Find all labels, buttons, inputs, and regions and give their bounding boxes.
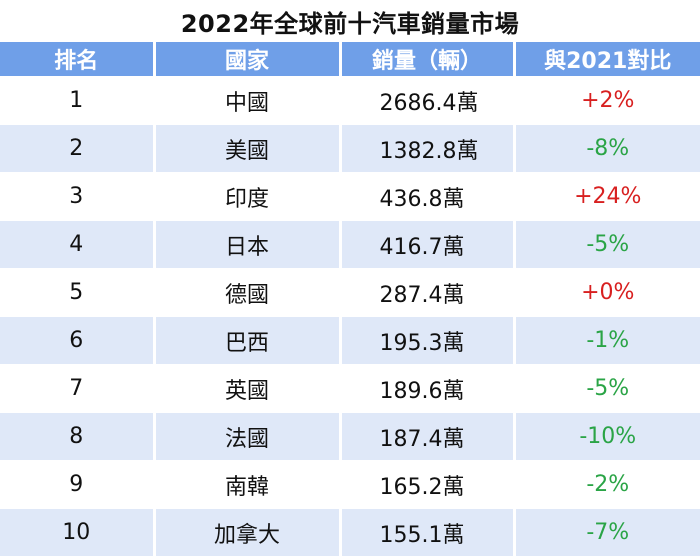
sales-table: 排名 國家 銷量（輛） 與2021對比 1 中國 2686.4萬 +2% 2 美… [0, 42, 700, 556]
rank-cell: 9 [0, 461, 154, 509]
change-cell: +24% [514, 173, 700, 221]
rank-cell: 6 [0, 317, 154, 365]
table-row: 7 英國 189.6萬 -5% [0, 365, 700, 413]
country-cell: 美國 [154, 125, 340, 173]
country-cell: 南韓 [154, 461, 340, 509]
country-cell: 法國 [154, 413, 340, 461]
rank-cell: 8 [0, 413, 154, 461]
sales-cell: 189.6萬 [340, 365, 514, 413]
rank-cell: 4 [0, 221, 154, 269]
rank-cell: 5 [0, 269, 154, 317]
rank-cell: 2 [0, 125, 154, 173]
table-row: 8 法國 187.4萬 -10% [0, 413, 700, 461]
page-title: 2022年全球前十汽車銷量市場 [0, 0, 700, 42]
sales-cell: 195.3萬 [340, 317, 514, 365]
country-cell: 日本 [154, 221, 340, 269]
country-cell: 英國 [154, 365, 340, 413]
table-row: 1 中國 2686.4萬 +2% [0, 77, 700, 125]
header-change: 與2021對比 [514, 42, 700, 77]
rank-cell: 7 [0, 365, 154, 413]
country-cell: 印度 [154, 173, 340, 221]
table-row: 6 巴西 195.3萬 -1% [0, 317, 700, 365]
rank-cell: 1 [0, 77, 154, 125]
change-cell: -8% [514, 125, 700, 173]
change-cell: -10% [514, 413, 700, 461]
table-row: 4 日本 416.7萬 -5% [0, 221, 700, 269]
header-row: 排名 國家 銷量（輛） 與2021對比 [0, 42, 700, 77]
change-cell: -5% [514, 365, 700, 413]
change-cell: -1% [514, 317, 700, 365]
header-country: 國家 [154, 42, 340, 77]
change-cell: +2% [514, 77, 700, 125]
header-sales: 銷量（輛） [340, 42, 514, 77]
sales-cell: 1382.8萬 [340, 125, 514, 173]
sales-cell: 416.7萬 [340, 221, 514, 269]
table-row: 9 南韓 165.2萬 -2% [0, 461, 700, 509]
country-cell: 中國 [154, 77, 340, 125]
change-cell: -5% [514, 221, 700, 269]
table-row: 2 美國 1382.8萬 -8% [0, 125, 700, 173]
change-cell: +0% [514, 269, 700, 317]
header-rank: 排名 [0, 42, 154, 77]
rank-cell: 3 [0, 173, 154, 221]
sales-cell: 287.4萬 [340, 269, 514, 317]
country-cell: 巴西 [154, 317, 340, 365]
sales-cell: 436.8萬 [340, 173, 514, 221]
change-cell: -2% [514, 461, 700, 509]
sales-cell: 2686.4萬 [340, 77, 514, 125]
sales-cell: 165.2萬 [340, 461, 514, 509]
country-cell: 德國 [154, 269, 340, 317]
table-row: 5 德國 287.4萬 +0% [0, 269, 700, 317]
sales-cell: 187.4萬 [340, 413, 514, 461]
table-row: 3 印度 436.8萬 +24% [0, 173, 700, 221]
